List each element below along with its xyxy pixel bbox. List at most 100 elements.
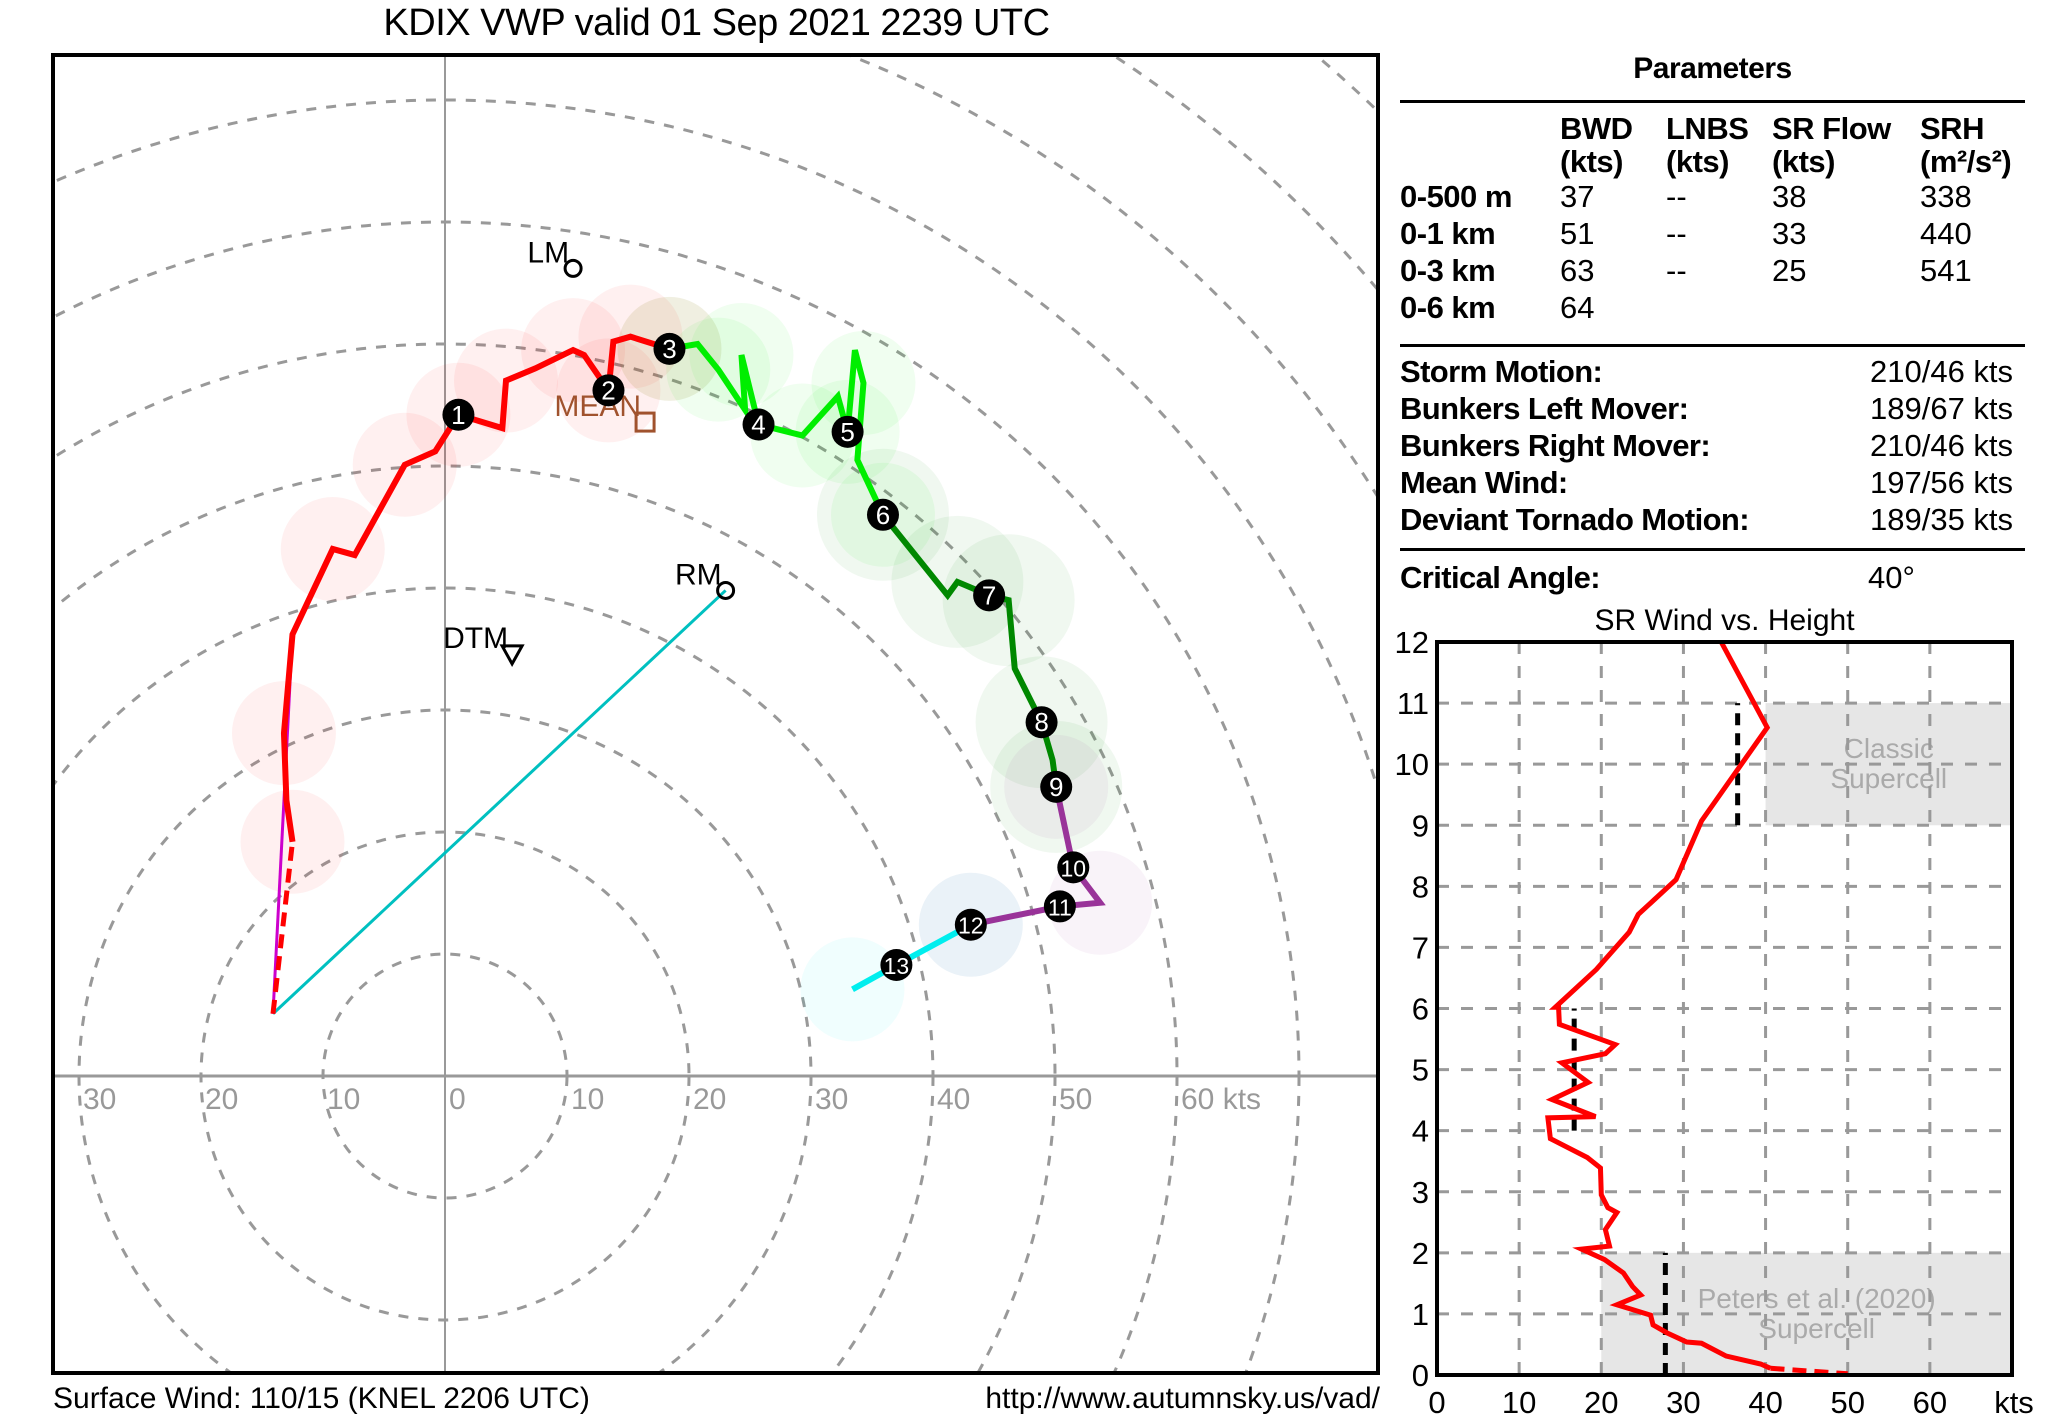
x-tick-label: 20 [1584,1385,1618,1420]
x-tick-label: 30 [83,1083,116,1116]
ring-100kt [1109,55,1378,293]
cell-lnbs: -- [1666,253,1687,288]
marker-rm [716,580,736,600]
hodograph-segment-3-6km [668,340,886,517]
hodograph-frame [51,53,1380,1375]
x-tick-label: 60 [1913,1385,1947,1420]
height-marker [1043,890,1076,923]
ring-90kt [844,55,1378,501]
cell-lnbs: -- [1666,179,1687,214]
sr-chart-frame [1435,640,2014,1377]
x-tick-label: 10 [327,1083,360,1116]
col-header-srh: SRH (m²/s²) [1920,111,2012,179]
sr-chart-title: SR Wind vs. Height [1594,604,1855,637]
y-tick-label: 11 [1397,686,1429,721]
cell-bwd: 63 [1560,253,1595,288]
row-label: 0-3 km [1400,253,1496,288]
region-label: Peters et al. (2020) [1698,1283,1936,1314]
figure-title: KDIX VWP valid 01 Sep 2021 2239 UTC [383,2,1050,44]
height-marker-label: 6 [876,500,890,530]
source-url-link[interactable]: http://www.autumnsky.us/vad/ [985,1382,1380,1415]
region-label: Supercell [1758,1313,1875,1344]
height-marker-label: 7 [982,580,996,610]
ring-80kt [53,98,1378,1373]
cell-srflow [1772,289,1920,326]
x-tick-label: 40 [1748,1385,1782,1420]
x-tick-label: 30 [815,1083,848,1116]
cell-lnbs: -- [1666,216,1687,251]
divider [1400,344,2025,347]
x-tick-label: 0 [1428,1385,1445,1420]
row-label: 0-1 km [1400,216,1496,251]
parameters-table: BWD (kts) LNBS (kts) SR Flow (kts) SRH (m²/s… [1400,112,2030,326]
table-row: 0-1 km 51 -- 33 440 [1400,215,2030,252]
marker-mean [634,411,656,433]
height-marker [866,498,899,531]
x-tick-label: 50 [1059,1083,1092,1116]
height-marker-label: 10 [1061,855,1087,881]
x-axis-label: kts [1994,1385,2034,1420]
height-marker [1025,706,1058,739]
y-tick-label: 1 [1412,1297,1429,1332]
parameters-header-row: BWD (kts) LNBS (kts) SR Flow (kts) SRH (m²/s… [1400,112,2030,178]
table-row: 0-6 km 64 [1400,289,2030,326]
sr-wind-height-chart: SR Wind vs. HeightClassicSupercellPeters… [1395,604,2034,1420]
region-label: Supercell [1830,763,1947,794]
parameters-title: Parameters [1633,52,1792,85]
height-marker-label: 8 [1034,707,1048,737]
x-tick-label: 50 [1830,1385,1864,1420]
height-marker [973,579,1006,612]
marker-label-lm: LM [527,236,569,269]
height-marker-label: 1 [451,400,465,430]
col-header-srflow: SR Flow (kts) [1772,111,1891,179]
col-header-bwd: BWD (kts) [1560,111,1633,179]
y-tick-label: 9 [1412,808,1429,843]
x-tick-label: 60 kts [1181,1083,1261,1116]
y-tick-label: 12 [1395,625,1429,660]
height-marker [954,908,987,941]
cell-srh: 440 [1920,216,1972,251]
x-tick-label: 40 [937,1083,970,1116]
height-marker [880,948,913,981]
height-marker [653,332,686,365]
cell-lnbs [1666,289,1772,326]
marker-label-rm: RM [675,558,722,591]
hodograph-segment-6-9km [880,512,1060,788]
height-marker-label: 4 [751,410,765,440]
y-tick-label: 7 [1412,930,1429,965]
height-marker-label: 12 [958,913,984,939]
height-marker [592,374,625,407]
motion-row: Storm Motion: 210/46 kts [1400,354,2014,389]
x-tick-label: 20 [693,1083,726,1116]
height-marker-label: 11 [1048,894,1072,920]
y-tick-label: 0 [1412,1358,1429,1393]
marker-dtm [499,644,525,667]
marker-lm [563,258,583,278]
height-marker-label: 13 [884,953,910,979]
surface-wind-text: Surface Wind: 110/15 (KNEL 2206 UTC) [53,1382,590,1415]
row-label: 0-6 km [1400,290,1496,325]
y-tick-label: 4 [1412,1114,1429,1149]
height-marker [831,415,864,448]
x-tick-label: 0 [449,1083,466,1116]
divider [1400,100,2025,103]
y-tick-label: 10 [1395,747,1429,782]
height-marker [1057,851,1090,884]
storm-motions: Storm Motion: 210/46 kts Bunkers Left Mov… [1400,353,2020,538]
table-row: 0-3 km 63 -- 25 541 [1400,252,2030,289]
hodograph-segment-9-12km [970,786,1106,928]
region-label: Classic [1844,733,1934,764]
ring-40kt [53,586,935,1373]
y-tick-label: 6 [1412,992,1429,1027]
height-marker-label: 2 [601,375,615,405]
y-tick-label: 5 [1412,1053,1429,1088]
storm-relative-inflow-vector [271,589,727,1015]
height-marker-label: 3 [662,334,676,364]
sr-wind-line [1545,640,1772,1371]
marker-label-dtm: DTM [443,622,508,655]
motion-row: Deviant Tornado Motion: 189/35 kts [1400,502,2014,537]
cell-srflow: 25 [1772,253,1807,288]
x-tick-label: 30 [1666,1385,1700,1420]
motion-row: Mean Wind: 197/56 kts [1400,465,2014,500]
cell-srh: 338 [1920,179,1972,214]
